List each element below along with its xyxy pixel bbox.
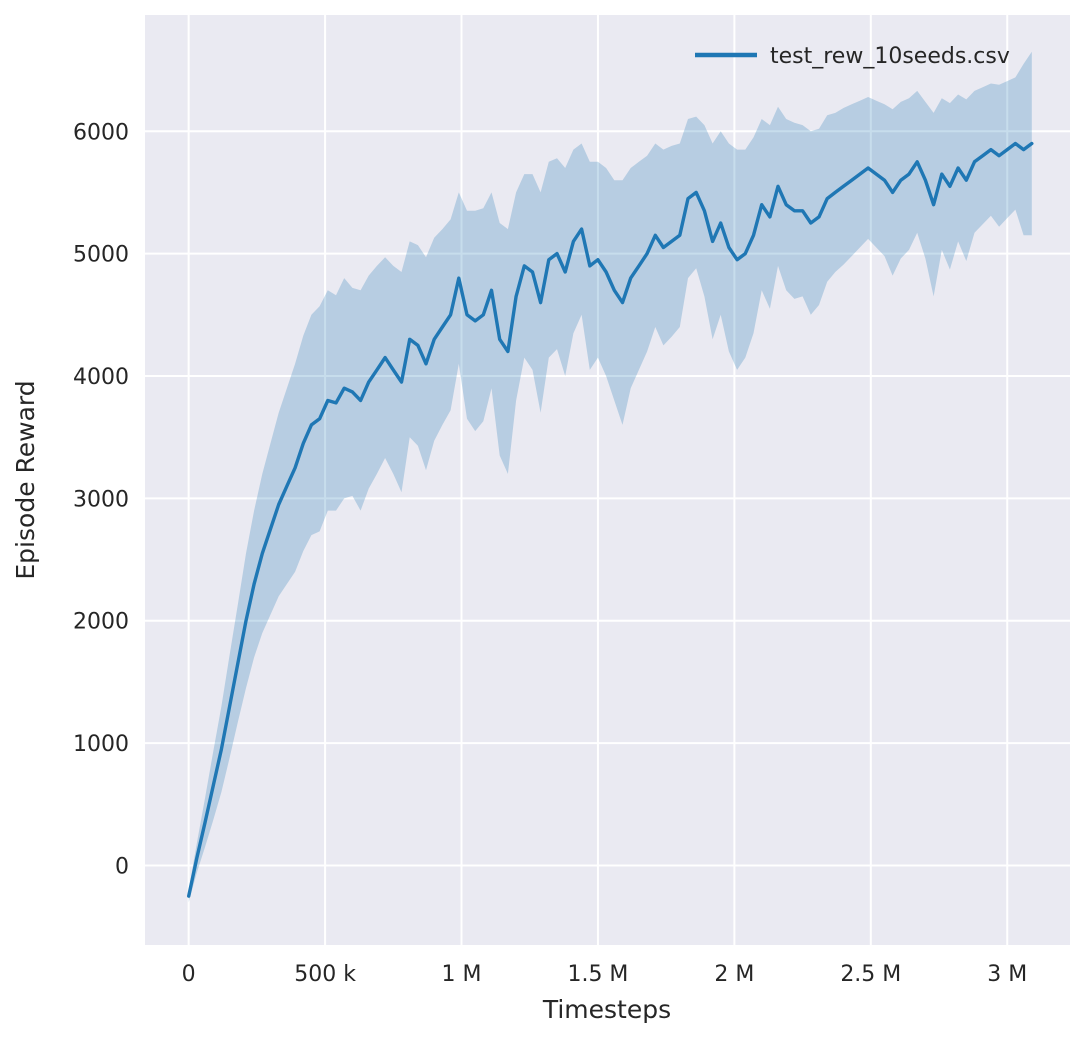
y-tick-label: 3000 xyxy=(73,487,129,512)
x-tick-label: 0 xyxy=(182,962,196,987)
y-tick-label: 0 xyxy=(115,854,129,879)
x-tick-label: 3 M xyxy=(987,962,1027,987)
x-axis-label: Timesteps xyxy=(542,995,671,1024)
y-tick-label: 1000 xyxy=(73,732,129,757)
x-tick-label: 2 M xyxy=(714,962,754,987)
plot-background xyxy=(145,15,1070,945)
y-tick-label: 4000 xyxy=(73,365,129,390)
legend: test_rew_10seeds.csv xyxy=(695,44,1010,69)
legend-label: test_rew_10seeds.csv xyxy=(770,44,1010,69)
x-tick-label: 2.5 M xyxy=(840,962,901,987)
x-tick-label: 1 M xyxy=(442,962,482,987)
x-tick-labels: 0 500 k 1 M 1.5 M 2 M 2.5 M 3 M xyxy=(182,962,1028,987)
y-tick-label: 6000 xyxy=(73,120,129,145)
grid-lines xyxy=(145,15,1070,945)
y-tick-label: 2000 xyxy=(73,610,129,635)
x-tick-label: 500 k xyxy=(294,962,356,987)
y-tick-labels: 0 1000 2000 3000 4000 5000 6000 xyxy=(73,120,129,879)
mean-line xyxy=(187,141,1034,898)
confidence-band xyxy=(188,51,1032,903)
y-axis-label: Episode Reward xyxy=(11,380,40,579)
y-tick-label: 5000 xyxy=(73,243,129,268)
x-tick-label: 1.5 M xyxy=(567,962,628,987)
